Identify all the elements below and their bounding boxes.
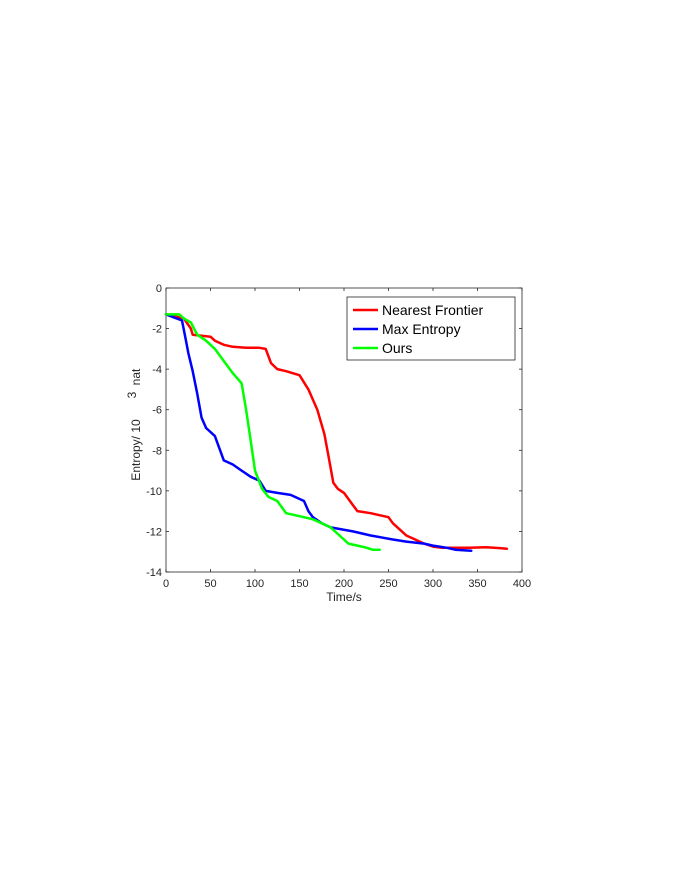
axis-ticks <box>165 287 523 573</box>
legend-label-ours: Ours <box>382 340 412 356</box>
x-tick-label: 50 <box>204 578 216 590</box>
x-axis-title: Time/s <box>326 590 362 604</box>
legend-label-max-entropy: Max Entropy <box>382 321 461 337</box>
y-axis-title-superscript: 3 <box>125 391 139 398</box>
x-tick-label: 300 <box>424 578 442 590</box>
y-tick-label: -12 <box>146 526 162 538</box>
series-lines <box>164 313 509 552</box>
x-tick-label: 350 <box>468 578 486 590</box>
y-axis-title: Entropy/ 10 3 nat <box>125 368 143 481</box>
y-axis-title-unit: nat <box>129 368 143 385</box>
x-tick-label: 100 <box>246 578 264 590</box>
y-tick-label: 0 <box>156 283 162 295</box>
x-tick-label: 150 <box>290 578 308 590</box>
x-tick-label: 250 <box>379 578 397 590</box>
axis-tick-labels: 0 50 100 150 200 250 300 350 400 0 -2 -4 -6 -8 -10 -12 -… <box>146 283 531 590</box>
x-tick-label: 0 <box>163 578 169 590</box>
series-line-max-entropy <box>164 313 473 552</box>
y-tick-label: -8 <box>152 445 162 457</box>
x-tick-label: 200 <box>335 578 353 590</box>
y-tick-label: -10 <box>146 486 162 498</box>
y-tick-label: -4 <box>152 364 162 376</box>
series-line-ours <box>164 313 381 551</box>
y-axis-title-main: Entropy/ 10 <box>129 419 143 481</box>
legend-label-nearest-frontier: Nearest Frontier <box>382 302 483 318</box>
y-tick-label: -6 <box>152 405 162 417</box>
y-tick-label: -2 <box>152 324 162 336</box>
y-tick-label: -14 <box>146 567 162 579</box>
x-tick-label: 400 <box>513 578 531 590</box>
legend: Nearest Frontier Max Entropy Ours <box>346 296 516 361</box>
